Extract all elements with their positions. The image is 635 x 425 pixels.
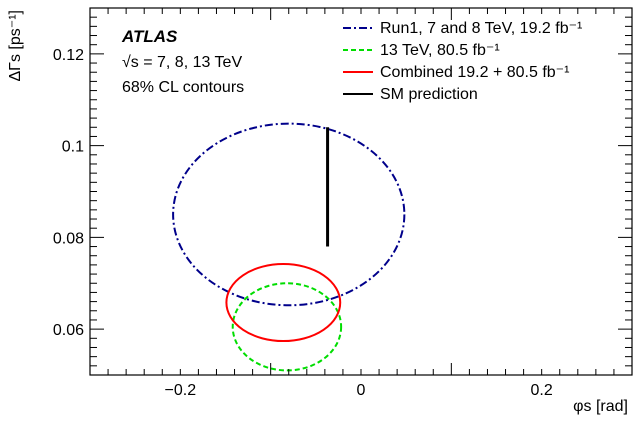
- y-tick-label: 0.12: [53, 47, 84, 64]
- experiment-label: ATLAS: [121, 27, 178, 46]
- legend: Run1, 7 and 8 TeV, 19.2 fb⁻¹ 13 TeV, 80.5…: [343, 20, 582, 103]
- y-tick-label: 0.1: [62, 139, 84, 156]
- y-tick-label: 0.08: [53, 230, 84, 247]
- axes: −0.2 0 0.2 0.06 0.08 0.1 0.12: [53, 7, 633, 399]
- x-tick-label: −0.2: [165, 382, 197, 399]
- y-tick-label: 0.06: [53, 322, 84, 339]
- legend-label-3: Combined 19.2 + 80.5 fb⁻¹: [380, 64, 569, 81]
- plot-area: [172, 122, 406, 372]
- x-tick-label: 0.2: [531, 382, 553, 399]
- legend-label-4: SM prediction: [380, 86, 478, 103]
- energy-label: √s = 7, 8, 13 TeV: [122, 54, 242, 71]
- cl-label: 68% CL contours: [122, 79, 244, 96]
- legend-label-2: 13 TeV, 80.5 fb⁻¹: [380, 42, 500, 59]
- x-axis-label: φs [rad]: [573, 398, 628, 415]
- contour-2: [231, 282, 343, 372]
- y-axis-label: ΔΓs [ps⁻¹]: [7, 10, 24, 82]
- x-tick-label: 0: [357, 382, 366, 399]
- legend-label-1: Run1, 7 and 8 TeV, 19.2 fb⁻¹: [380, 20, 582, 37]
- contour-1: [172, 122, 406, 307]
- contour-3: [225, 262, 342, 343]
